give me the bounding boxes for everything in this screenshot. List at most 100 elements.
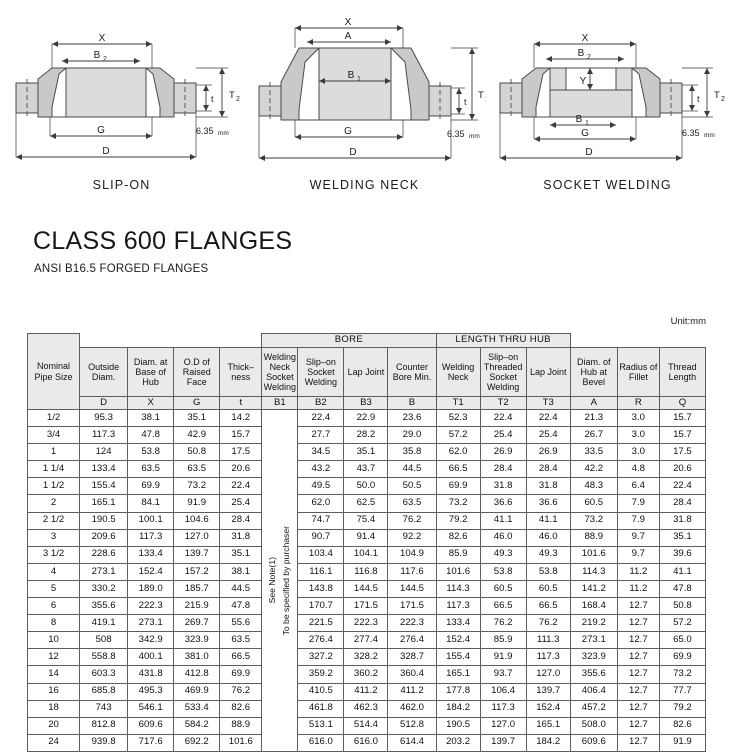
cell-D: 228.6 [79,545,129,564]
cell-A: 42.2 [569,460,618,479]
table-row: 3 1/2 228.6 133.4 139.7 35.1 103.4 104.1 104.9 8… [26,545,707,564]
cell-R: 12.7 [616,614,660,633]
table-row: 24 939.8 717.6 692.2 101.6 616.0 616.0 614.4 203… [26,733,707,752]
cell-T2: 117.3 [479,699,527,718]
cell-B: 171.5 [387,597,437,616]
cell-B: 23.6 [387,408,437,428]
th-thickness: Thick– ness [219,347,263,397]
cell-A: 323.9 [569,648,618,667]
svg-text:mm: mm [469,133,480,140]
cell-B2: 276.4 [297,631,345,650]
svg-text:t: t [211,94,214,104]
sym-D: D [79,396,129,410]
th-bore-slipon-socket-welding: Slip–on Socket Welding [297,347,345,397]
cell-X: 38.1 [127,408,175,428]
cell-A: 355.6 [569,665,618,684]
cell-T2: 22.4 [479,408,527,428]
cell-B2: 103.4 [297,545,345,564]
slip-on-drawing: X B 2 G D t T 2 6.35 mm [15,33,240,160]
cell-Q: 22.4 [658,477,707,496]
svg-text:mm: mm [704,132,715,139]
cell-B2: 143.8 [297,579,345,599]
cell-T1: 85.9 [435,545,481,564]
svg-text:6.35: 6.35 [447,129,465,139]
cell-T2: 93.7 [479,665,527,684]
cell-Q: 31.8 [658,511,707,530]
spacer-od-raised-face [174,334,220,348]
cell-T2: 76.2 [479,614,527,633]
cell-B2: 616.0 [297,733,345,752]
cell-T2: 60.5 [479,579,527,599]
cell-R: 12.7 [616,682,660,701]
cell-nps: 20 [26,716,81,735]
cell-t: 14.2 [219,408,263,428]
svg-text:G: G [97,125,105,136]
cell-G: 381.0 [173,648,221,667]
cell-B3: 43.7 [343,460,389,479]
spacer-radius-fillet [617,334,659,348]
cell-T2: 36.6 [479,494,527,513]
cell-B2: 49.5 [297,477,345,496]
cell-G: 469.9 [173,682,221,701]
cell-B: 50.5 [387,477,437,496]
cell-B2: 34.5 [297,443,345,462]
cell-T2: 41.1 [479,511,527,530]
cell-T2: 139.7 [479,733,527,752]
svg-text:D: D [585,147,592,158]
spacer-outside-diam [80,334,128,348]
cell-Q: 41.1 [658,562,707,581]
svg-text:A: A [345,31,352,42]
cell-B: 63.5 [387,494,437,513]
cell-B3: 462.3 [343,699,389,718]
cell-X: 117.3 [127,528,175,547]
cell-nps: 6 [26,597,81,616]
flange-diagrams: X B 2 G D t T 2 6.35 mm SLIP-ON [0,0,730,200]
cell-T3: 26.9 [525,443,571,462]
cell-A: 141.2 [569,579,618,599]
table-body: 1/2 95.3 38.1 35.1 14.2 See Note(1) To be spec… [26,408,707,752]
socket-welding-drawing: X B 2 Y B 1 G D t T 2 6.35 mm [499,33,725,161]
cell-B: 76.2 [387,511,437,530]
cell-D: 743 [79,699,129,718]
cell-R: 3.0 [616,443,660,462]
spacer-thickness [220,334,262,348]
cell-B: 614.4 [387,733,437,752]
sym-G: G [173,396,221,410]
cell-R: 6.4 [616,477,660,496]
cell-t: 20.6 [219,460,263,479]
cell-t: 17.5 [219,443,263,462]
cell-B2: 461.8 [297,699,345,718]
svg-text:B: B [94,50,101,61]
cell-B2: 43.2 [297,460,345,479]
cell-B2: 359.2 [297,665,345,684]
sym-A: A [569,396,618,410]
cell-R: 4.8 [616,460,660,479]
cell-B2: 327.2 [297,648,345,667]
cell-t: 66.5 [219,648,263,667]
cell-T1: 184.2 [435,699,481,718]
svg-text:2: 2 [236,96,240,103]
cell-T1: 152.4 [435,631,481,650]
group-header-length-thru-hub: LENGTH THRU HUB [435,333,571,348]
cell-D: 124 [79,443,129,462]
cell-Q: 79.2 [658,699,707,718]
unit-label: Unit:mm [670,316,706,327]
cell-D: 165.1 [79,494,129,513]
cell-D: 190.5 [79,511,129,530]
cell-R: 9.7 [616,528,660,547]
cell-t: 76.2 [219,682,263,701]
svg-text:t: t [464,97,467,107]
cell-B: 276.4 [387,631,437,650]
cell-t: 22.4 [219,477,263,496]
cell-G: 63.5 [173,460,221,479]
cell-R: 12.7 [616,631,660,650]
diagram-caption-slip-on: SLIP-ON [92,178,151,192]
cell-R: 12.7 [616,665,660,684]
cell-Q: 69.9 [658,648,707,667]
cell-G: 533.4 [173,699,221,718]
cell-G: 215.9 [173,597,221,616]
table-row: 4 273.1 152.4 157.2 38.1 116.1 116.8 117.6 101.6… [26,562,707,581]
cell-R: 3.0 [616,426,660,445]
cell-D: 133.4 [79,460,129,479]
diagram-caption-socket-welding: SOCKET WELDING [543,178,672,192]
